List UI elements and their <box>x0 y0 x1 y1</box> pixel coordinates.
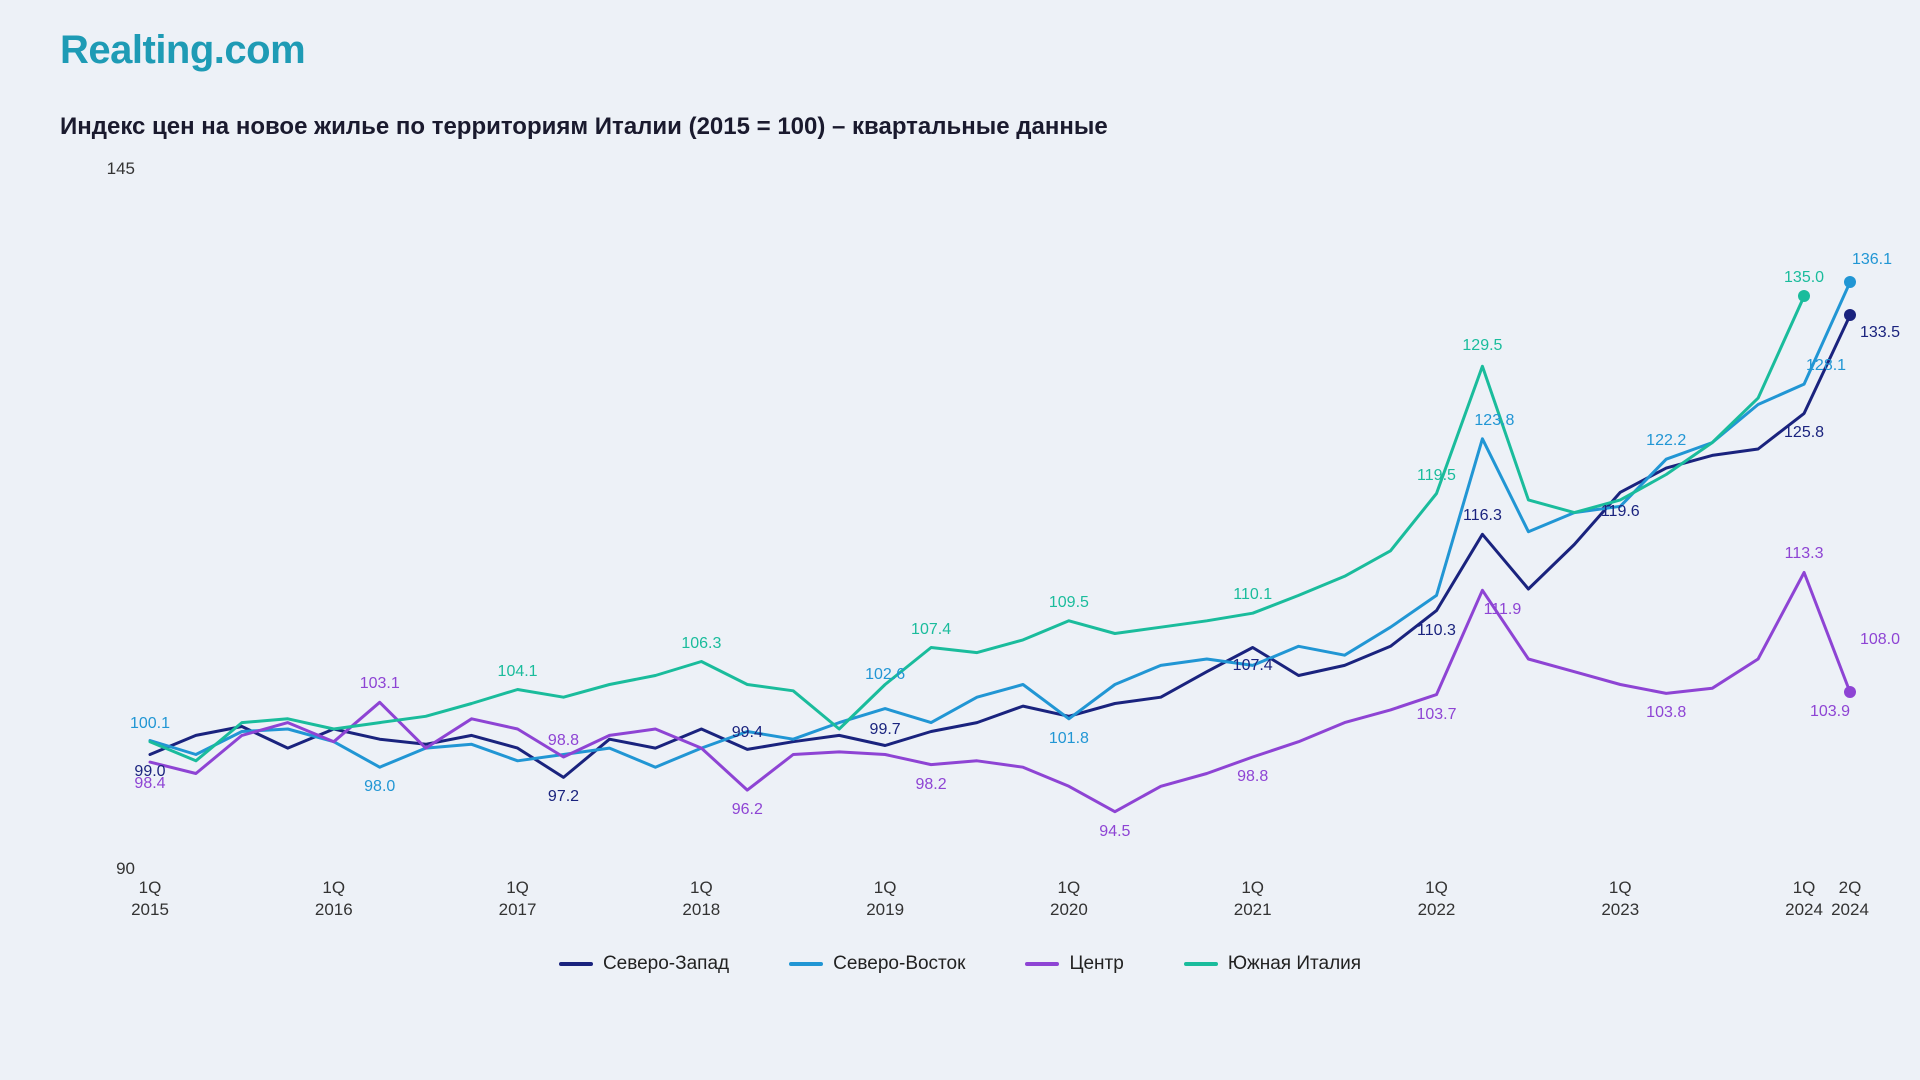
data-point-label: 133.5 <box>1860 324 1900 342</box>
x-tick-label: 1Q 2021 <box>1234 877 1272 921</box>
legend-label: Центр <box>1069 953 1123 975</box>
y-tick-label: 90 <box>116 859 135 879</box>
x-tick-label: 1Q 2018 <box>682 877 720 921</box>
legend-label: Северо-Запад <box>603 953 729 975</box>
data-point-label: 135.0 <box>1784 269 1824 287</box>
data-point-label: 110.3 <box>1417 622 1456 640</box>
data-point-label: 107.4 <box>911 621 951 639</box>
legend-swatch <box>1025 962 1059 966</box>
series-end-dot <box>1844 309 1856 321</box>
data-point-label: 113.3 <box>1785 545 1824 563</box>
legend: Северо-Запад Северо-Восток Центр Южная Итал… <box>60 953 1860 975</box>
y-tick-label: 145 <box>107 159 135 179</box>
legend-swatch <box>559 962 593 966</box>
data-point-label: 98.8 <box>548 732 579 750</box>
x-tick-label: 1Q 2020 <box>1050 877 1088 921</box>
data-point-label: 103.8 <box>1646 704 1686 722</box>
data-point-label: 99.7 <box>870 721 901 739</box>
x-tick-label: 1Q 2022 <box>1418 877 1456 921</box>
data-point-label: 98.2 <box>916 776 947 794</box>
series-line <box>150 315 1850 777</box>
data-point-label: 102.6 <box>865 666 905 684</box>
data-point-label: 106.3 <box>681 635 721 653</box>
legend-label: Южная Италия <box>1228 953 1361 975</box>
data-point-label: 103.1 <box>360 675 400 693</box>
line-svg <box>150 169 1850 869</box>
legend-item: Центр <box>1025 953 1123 975</box>
data-point-label: 98.8 <box>1237 768 1268 786</box>
data-point-label: 104.1 <box>498 663 538 681</box>
data-point-label: 110.1 <box>1233 586 1272 604</box>
data-point-label: 122.2 <box>1646 432 1686 450</box>
data-point-label: 107.4 <box>1233 657 1273 675</box>
data-point-label: 129.5 <box>1462 337 1502 355</box>
x-tick-label: 1Q 2019 <box>866 877 904 921</box>
brand-logo: Realting.com <box>60 28 1860 73</box>
series-end-dot <box>1798 290 1810 302</box>
x-tick-label: 1Q 2024 <box>1785 877 1823 921</box>
legend-item: Северо-Восток <box>789 953 965 975</box>
data-point-label: 98.4 <box>134 775 165 793</box>
chart-title: Индекс цен на новое жилье по территориям… <box>60 113 1860 141</box>
series-end-dot <box>1844 686 1856 698</box>
data-point-label: 100.1 <box>130 715 170 733</box>
data-point-label: 111.9 <box>1484 601 1522 619</box>
x-tick-label: 1Q 2023 <box>1601 877 1639 921</box>
data-point-label: 96.2 <box>732 801 763 819</box>
legend-item: Северо-Запад <box>559 953 729 975</box>
data-point-label: 136.1 <box>1852 251 1892 269</box>
data-point-label: 109.5 <box>1049 594 1089 612</box>
data-point-label: 108.0 <box>1860 631 1900 649</box>
legend-label: Северо-Восток <box>833 953 965 975</box>
x-tick-label: 1Q 2016 <box>315 877 353 921</box>
data-point-label: 125.8 <box>1784 424 1824 442</box>
legend-swatch <box>1184 962 1218 966</box>
series-line <box>150 282 1850 767</box>
data-point-label: 116.3 <box>1463 507 1502 525</box>
plot-area: 99.097.299.499.7107.4110.3116.3119.6125.… <box>150 169 1850 869</box>
series-end-dot <box>1844 276 1856 288</box>
x-tick-label: 1Q 2015 <box>131 877 169 921</box>
data-point-label: 99.4 <box>732 724 763 742</box>
data-point-label: 103.7 <box>1416 706 1456 724</box>
legend-item: Южная Италия <box>1184 953 1361 975</box>
data-point-label: 119.6 <box>1601 503 1640 521</box>
chart-area: 99.097.299.499.7107.4110.3116.3119.6125.… <box>60 149 1860 949</box>
x-tick-label: 2Q 2024 <box>1831 877 1869 921</box>
data-point-label: 101.8 <box>1049 730 1089 748</box>
legend-swatch <box>789 962 823 966</box>
brand-text: Realting.com <box>60 28 305 72</box>
data-point-label: 128.1 <box>1806 357 1846 375</box>
x-tick-label: 1Q 2017 <box>499 877 537 921</box>
data-point-label: 103.9 <box>1810 703 1850 721</box>
data-point-label: 119.5 <box>1417 467 1456 485</box>
data-point-label: 123.8 <box>1474 412 1514 430</box>
data-point-label: 94.5 <box>1099 823 1130 841</box>
data-point-label: 98.0 <box>364 778 395 796</box>
data-point-label: 97.2 <box>548 788 579 806</box>
